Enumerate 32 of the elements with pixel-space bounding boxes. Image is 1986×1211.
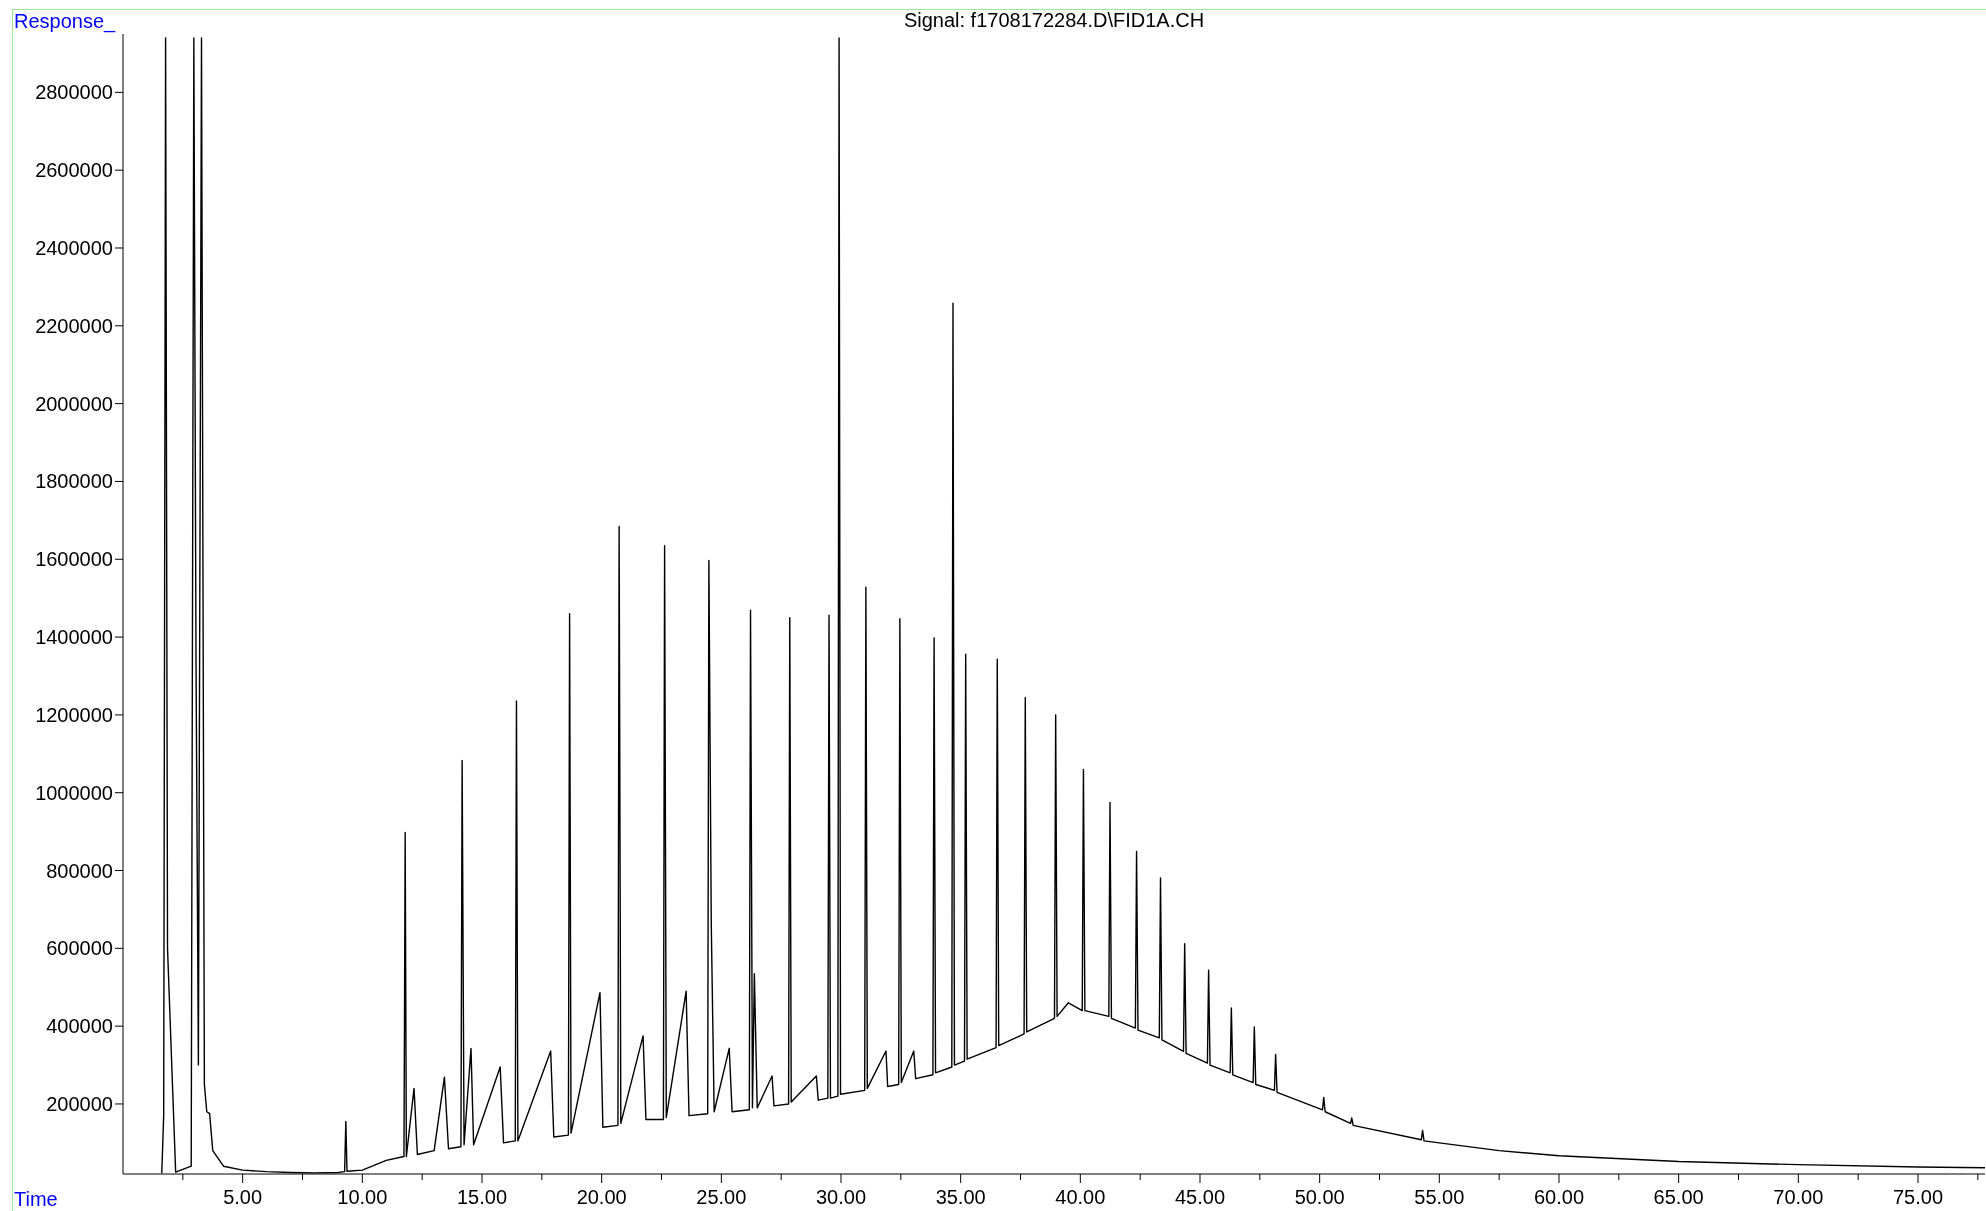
y-tick-label: 2200000 <box>35 314 113 337</box>
y-axis-title: Response_ <box>14 10 117 33</box>
y-tick-label: 1000000 <box>35 781 113 804</box>
y-tick-label: 1400000 <box>35 626 113 649</box>
x-tick-label: 10.00 <box>337 1186 388 1208</box>
x-tick-label: 20.00 <box>576 1186 627 1208</box>
y-tick-label: 2600000 <box>35 159 113 182</box>
x-tick-label: 5.00 <box>223 1186 263 1208</box>
y-tick-label: 2800000 <box>35 81 113 104</box>
x-tick-label: 75.00 <box>1892 1186 1944 1208</box>
x-tick-label: 25.00 <box>696 1186 747 1208</box>
x-tick-label: 60.00 <box>1533 1186 1585 1208</box>
x-axis-title: Time <box>14 1188 58 1210</box>
x-tick-label: 40.00 <box>1055 1186 1106 1208</box>
y-tick-label: 400000 <box>46 1015 113 1038</box>
y-tick-label: 200000 <box>46 1092 113 1115</box>
y-tick-label: 2000000 <box>35 392 113 415</box>
y-tick-label: 2400000 <box>35 236 113 259</box>
x-tick-label: 35.00 <box>935 1186 986 1208</box>
x-tick-label: 70.00 <box>1773 1186 1824 1208</box>
chart-title: Signal: f1708172284.D\FID1A.CH <box>903 9 1205 31</box>
x-tick-label: 55.00 <box>1414 1186 1465 1208</box>
x-tick-label: 45.00 <box>1174 1186 1226 1208</box>
x-tick-label: 65.00 <box>1653 1186 1704 1208</box>
x-tick-label: 15.00 <box>456 1186 508 1208</box>
x-tick-label: 30.00 <box>815 1186 867 1208</box>
x-tick-label: 50.00 <box>1294 1186 1345 1208</box>
y-tick-label: 600000 <box>46 937 113 960</box>
y-tick-label: 1800000 <box>35 470 113 493</box>
y-tick-label: 800000 <box>46 859 113 882</box>
y-tick-label: 1600000 <box>35 548 113 571</box>
y-tick-label: 1200000 <box>35 703 113 726</box>
